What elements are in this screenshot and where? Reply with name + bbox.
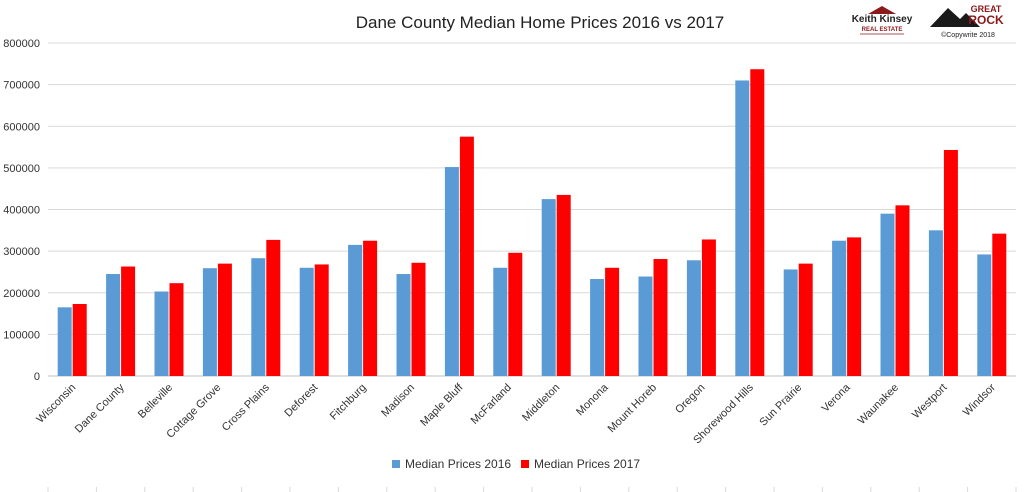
bar-2017: [217, 263, 232, 376]
bar-2017: [314, 264, 329, 376]
legend: Median Prices 2016 Median Prices 2017: [392, 457, 640, 471]
bar-2016: [299, 267, 314, 376]
bar-2016: [444, 167, 459, 376]
bar-2017: [605, 267, 620, 376]
copyright-text: ©Copywrite 2018: [941, 31, 995, 39]
bar-2016: [106, 274, 121, 376]
x-tick-label: Dane County: [73, 381, 127, 435]
y-tick-label: 0: [34, 371, 40, 383]
y-tick-label: 100000: [3, 329, 40, 341]
bar-2017: [411, 262, 426, 376]
x-tick-label: Waunakee: [856, 382, 901, 427]
bars: [57, 69, 1007, 377]
y-tick-label: 600000: [3, 121, 40, 133]
bar-2017: [508, 252, 523, 376]
bar-2017: [895, 205, 910, 376]
bar-2016: [541, 199, 556, 376]
x-tick-label: McFarland: [469, 382, 514, 427]
x-tick-label: Middleton: [520, 382, 562, 424]
bar-2017: [653, 259, 668, 376]
bar-2017: [847, 237, 862, 376]
bar-2016: [396, 274, 411, 376]
bar-2016: [928, 230, 943, 376]
bar-2017: [992, 233, 1007, 376]
keith-kinsey-logo: Keith Kinsey REAL ESTATE: [852, 6, 913, 35]
bar-2017: [266, 239, 281, 376]
x-tick-label: Belleville: [136, 382, 175, 421]
bar-2017: [750, 69, 765, 376]
bar-2017: [363, 240, 378, 376]
x-tick-label: Maple Bluff: [418, 381, 466, 429]
y-axis: 0 100000 200000 300000 400000 500000 600000 700…: [3, 38, 40, 383]
bar-2016: [154, 291, 169, 376]
bar-2016: [686, 260, 701, 376]
x-tick-label: Cross Plains: [220, 381, 272, 433]
logo-keith-kinsey-line: REAL ESTATE: [862, 27, 903, 33]
legend-swatch-2017: [521, 460, 529, 468]
bar-2016: [251, 258, 266, 376]
bar-2016: [977, 254, 992, 376]
y-tick-label: 400000: [3, 205, 40, 217]
bar-2016: [880, 213, 895, 376]
bar-2017: [556, 194, 571, 376]
y-tick-label: 500000: [3, 163, 40, 175]
bar-2016: [57, 307, 72, 376]
x-tick-label: Oregon: [673, 382, 707, 416]
x-tick-label: Deforest: [282, 382, 320, 420]
x-tick-label: Monona: [574, 381, 611, 418]
gridlines: [48, 42, 1016, 377]
bar-2016: [348, 244, 363, 376]
legend-label-2017: Median Prices 2017: [534, 457, 640, 471]
bar-2016: [832, 240, 847, 376]
mountain-icon: [930, 8, 980, 27]
x-tick-label: Verona: [820, 381, 854, 415]
y-tick-label: 200000: [3, 288, 40, 300]
x-tick-label: Fitchburg: [328, 382, 369, 423]
great-rock-logo: GREAT ROCK: [930, 4, 1004, 27]
x-tick-label: Madison: [379, 382, 417, 420]
bar-2016: [638, 276, 653, 376]
bar-2017: [798, 263, 813, 376]
logo-great-rock-line2: ROCK: [968, 13, 1004, 27]
legend-swatch-2016: [392, 460, 400, 468]
x-tick-label: Westport: [910, 382, 949, 421]
x-tick-label: Sun Prairie: [757, 382, 804, 429]
bar-2017: [121, 266, 136, 376]
bar-2017: [72, 303, 87, 376]
y-tick-label: 800000: [3, 38, 40, 50]
bar-2016: [202, 268, 217, 376]
y-tick-label: 300000: [3, 246, 40, 258]
bar-2017: [169, 283, 184, 376]
x-tick-label: Mount Horeb: [606, 382, 659, 435]
logo-keith-kinsey-name: Keith Kinsey: [852, 14, 913, 25]
bar-2017: [459, 136, 474, 376]
legend-label-2016: Median Prices 2016: [405, 457, 511, 471]
bar-2017: [943, 149, 958, 376]
y-tick-label: 700000: [3, 80, 40, 92]
x-tick-label: Wisconsin: [34, 382, 78, 426]
bar-2016: [590, 279, 605, 376]
bar-2016: [493, 267, 508, 376]
bar-2016: [735, 80, 750, 377]
bar-2016: [783, 269, 798, 376]
house-roof-icon: [868, 6, 896, 14]
logo-great-rock-line1: GREAT: [971, 4, 1002, 14]
x-tick-label: Windsor: [961, 381, 998, 418]
bar-2017: [701, 239, 716, 376]
chart-title: Dane County Median Home Prices 2016 vs 2…: [356, 13, 725, 32]
